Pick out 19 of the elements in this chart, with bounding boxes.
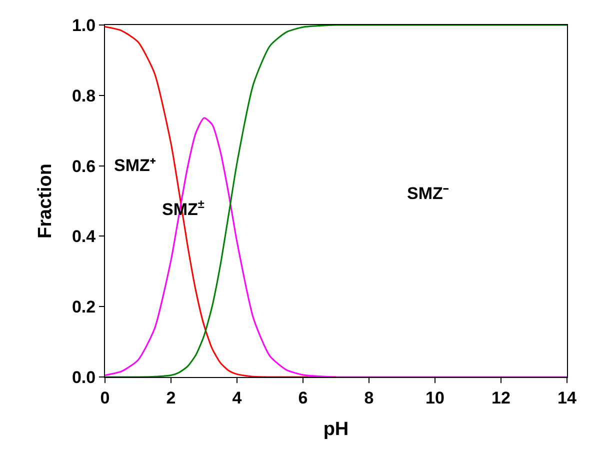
annotation: SMZ⁺ (114, 156, 156, 175)
x-tick-label: 6 (298, 388, 308, 408)
x-tick-label: 0 (100, 388, 110, 408)
y-tick-label: 0.4 (72, 227, 96, 246)
x-axis-title: pH (323, 419, 349, 440)
y-tick-label: 1.0 (72, 16, 96, 35)
x-tick-label: 2 (166, 388, 176, 408)
x-tick-label: 12 (492, 388, 510, 408)
y-tick-label: 0.0 (72, 368, 96, 387)
annotation: SMZ⁻ (407, 184, 449, 203)
y-tick-label: 0.2 (72, 298, 96, 317)
y-axis-title: Fraction (34, 164, 56, 238)
y-tick-label: 0.8 (72, 86, 96, 106)
x-tick-label: 4 (232, 388, 242, 408)
line-series (105, 117, 567, 377)
y-tick-label: 0.6 (72, 156, 96, 176)
x-tick-label: 8 (364, 388, 374, 408)
x-tick-label: 14 (558, 388, 577, 408)
x-tick-label: 10 (426, 388, 444, 408)
